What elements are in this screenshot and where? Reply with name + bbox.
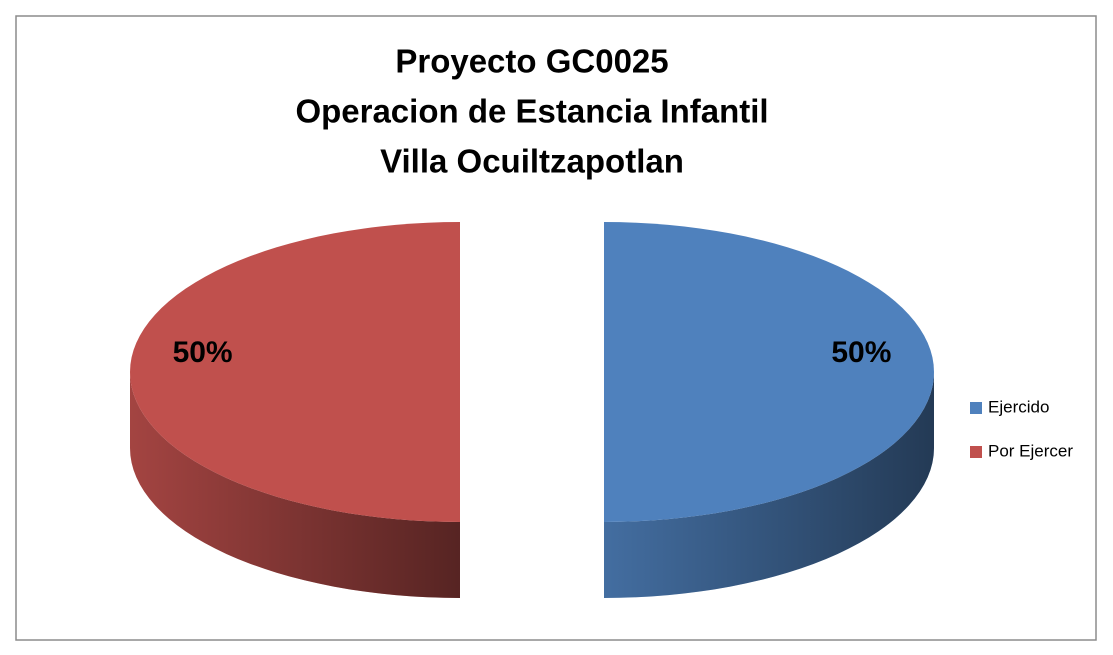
legend-label: Ejercido: [988, 397, 1049, 416]
legend-label: Por Ejercer: [988, 441, 1073, 460]
slice-side-shade: [130, 372, 460, 598]
pie: 50% 50%: [130, 222, 934, 598]
slice-side-shade: [604, 372, 934, 598]
data-label: 50%: [173, 336, 233, 369]
data-label: 50%: [831, 336, 891, 369]
legend-swatch: [970, 446, 982, 458]
legend-swatch: [970, 402, 982, 414]
title-line: Proyecto GC0025: [395, 43, 668, 80]
chart-title: Proyecto GC0025 Operacion de Estancia Inf…: [295, 43, 768, 180]
legend: Ejercido Por Ejercer: [970, 397, 1073, 460]
title-line: Operacion de Estancia Infantil: [295, 93, 768, 130]
title-line: Villa Ocuiltzapotlan: [380, 143, 684, 180]
slice: [130, 222, 460, 522]
slice: [604, 222, 934, 522]
